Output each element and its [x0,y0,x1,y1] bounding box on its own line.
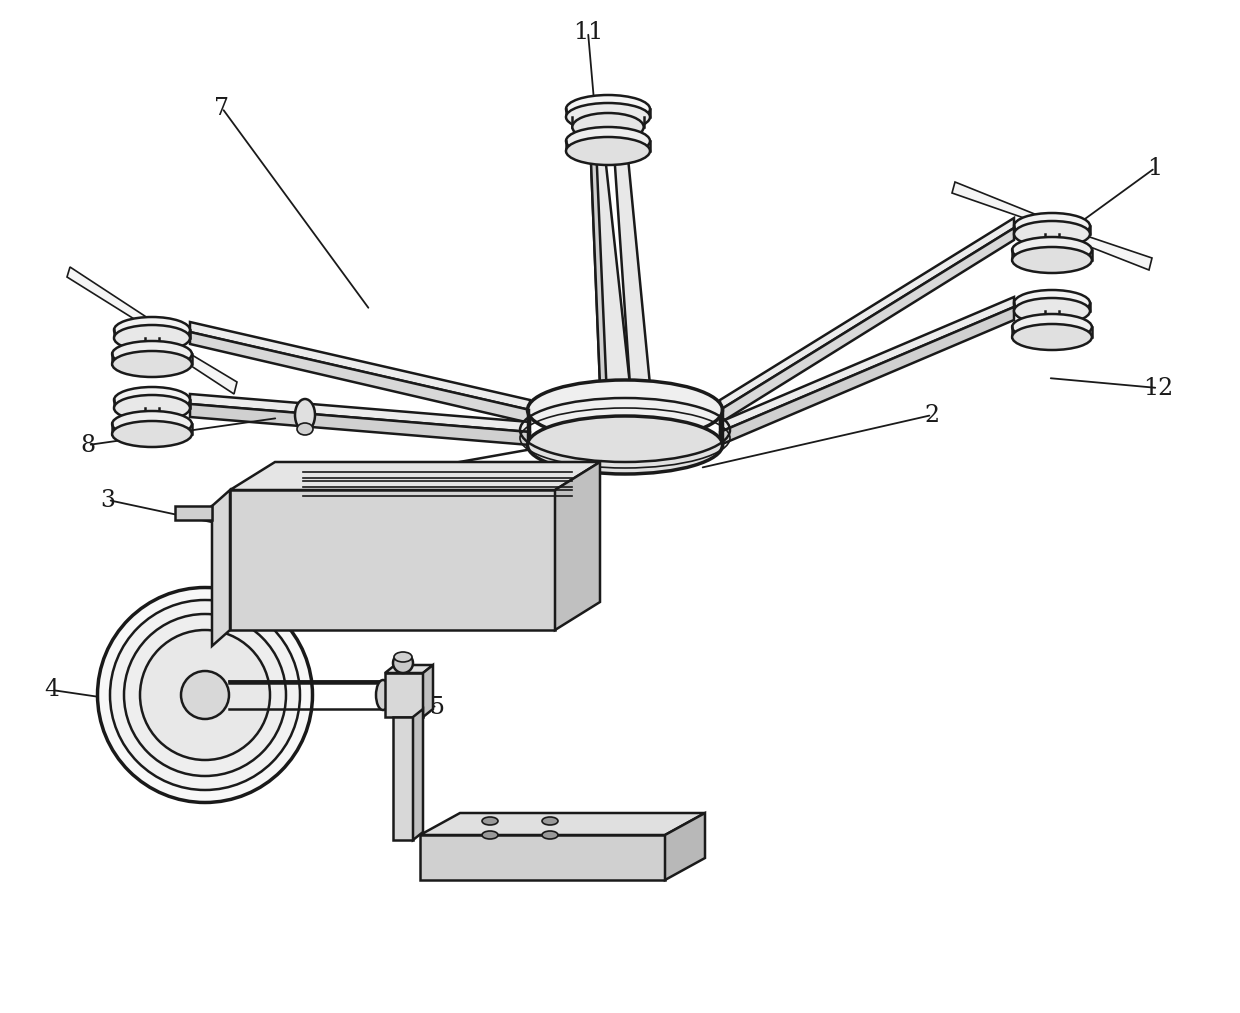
Ellipse shape [565,103,650,131]
Ellipse shape [124,614,286,776]
Polygon shape [420,813,706,835]
Ellipse shape [1014,213,1090,239]
Ellipse shape [482,817,498,825]
Ellipse shape [1012,314,1092,340]
Polygon shape [590,137,608,398]
Ellipse shape [1012,247,1092,272]
Ellipse shape [112,341,192,367]
Ellipse shape [112,421,192,447]
Text: 1: 1 [1147,156,1163,179]
Ellipse shape [527,416,723,474]
Text: 8: 8 [81,434,95,457]
Text: 4: 4 [45,679,60,701]
Polygon shape [175,506,212,520]
Ellipse shape [1012,324,1092,350]
Text: 5: 5 [429,697,444,719]
Ellipse shape [482,831,498,839]
Polygon shape [384,665,433,673]
Ellipse shape [565,137,650,165]
Polygon shape [423,665,433,717]
Text: 6: 6 [652,849,667,871]
Ellipse shape [1014,290,1090,316]
Polygon shape [590,137,630,385]
Ellipse shape [565,127,650,155]
Text: 12: 12 [1143,377,1173,399]
Ellipse shape [1014,298,1090,324]
Polygon shape [720,307,1014,445]
Ellipse shape [114,395,190,421]
Text: 2: 2 [925,403,940,426]
Ellipse shape [565,95,650,123]
Polygon shape [212,490,229,646]
Polygon shape [613,137,650,385]
Ellipse shape [393,653,413,673]
Polygon shape [229,681,379,683]
Ellipse shape [114,317,190,343]
Polygon shape [229,490,556,630]
Ellipse shape [98,588,312,802]
Polygon shape [952,182,1056,226]
Ellipse shape [112,411,192,437]
Polygon shape [384,673,423,717]
Ellipse shape [140,630,270,760]
Ellipse shape [542,817,558,825]
Ellipse shape [298,423,312,435]
Polygon shape [720,218,1014,410]
Polygon shape [148,334,237,394]
Ellipse shape [110,600,300,790]
Ellipse shape [295,399,315,431]
Polygon shape [556,462,600,630]
Ellipse shape [1012,237,1092,263]
Text: 11: 11 [573,20,603,44]
Polygon shape [720,297,1014,432]
Polygon shape [190,322,529,410]
Polygon shape [393,717,413,840]
Polygon shape [190,394,529,432]
Ellipse shape [181,671,229,719]
Polygon shape [190,404,529,445]
Polygon shape [720,228,1014,423]
Ellipse shape [114,387,190,413]
Text: 3: 3 [100,488,115,512]
Ellipse shape [376,680,391,710]
Ellipse shape [542,831,558,839]
Polygon shape [67,267,157,327]
Ellipse shape [527,380,723,440]
Polygon shape [190,332,529,423]
Polygon shape [420,835,665,880]
Ellipse shape [573,113,644,141]
Polygon shape [665,813,706,880]
Ellipse shape [114,325,190,350]
Polygon shape [229,462,600,490]
Polygon shape [413,709,423,840]
Ellipse shape [1014,221,1090,247]
Ellipse shape [112,350,192,377]
Text: 7: 7 [215,96,229,120]
Ellipse shape [394,652,412,663]
Polygon shape [1047,226,1152,270]
